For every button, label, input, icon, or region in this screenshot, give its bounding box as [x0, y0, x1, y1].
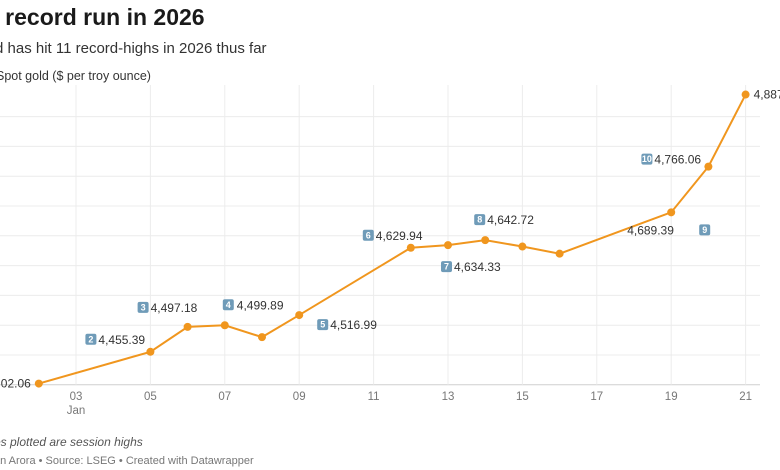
- record-badge: [441, 261, 452, 273]
- x-tick-label: 03: [70, 391, 83, 403]
- data-point: [146, 347, 155, 356]
- data-point: [183, 322, 192, 331]
- data-label: 4,455.39: [98, 333, 145, 347]
- series-line: [38, 94, 747, 385]
- chart-title: s record run in 2026: [0, 4, 205, 30]
- data-point: [704, 162, 713, 171]
- record-badge: [85, 333, 97, 345]
- record-badge-number: 9: [702, 225, 707, 235]
- data-label: 4,499.89: [237, 298, 284, 312]
- record-badge: [362, 229, 374, 241]
- record-badge-number: 8: [477, 215, 482, 225]
- data-point: [518, 242, 527, 251]
- x-tick-label: 17: [590, 391, 603, 403]
- data-point: [667, 208, 676, 217]
- x-tick-label: 13: [442, 391, 455, 403]
- record-badge-number: 7: [444, 262, 449, 272]
- record-badge-number: 4: [226, 300, 231, 310]
- data-label: 4,887: [754, 88, 780, 102]
- data-point: [34, 379, 43, 388]
- record-badge: [317, 319, 329, 331]
- chart-credit: an Arora • Source: LSEG • Created with D…: [0, 455, 254, 467]
- data-label: 4,516.99: [330, 318, 377, 332]
- x-tick-label: 09: [293, 391, 306, 403]
- data-label: 02.06: [1, 377, 31, 391]
- record-badge-number: 10: [642, 154, 652, 164]
- data-point: [555, 249, 564, 258]
- record-badge: [699, 224, 711, 236]
- data-label: 4,629.94: [376, 229, 423, 243]
- y-axis-label: Spot gold ($ per troy ounce): [0, 69, 151, 83]
- data-point: [295, 311, 304, 320]
- record-badge-number: 6: [366, 230, 371, 240]
- record-badge: [222, 299, 234, 311]
- data-label: 4,642.72: [487, 213, 534, 227]
- record-badge: [137, 301, 149, 313]
- data-point: [481, 236, 490, 245]
- record-badge: [474, 214, 486, 226]
- data-point: [741, 90, 750, 99]
- data-point: [258, 333, 266, 342]
- data-point: [444, 241, 452, 250]
- record-badge-number: 2: [88, 334, 93, 344]
- x-tick-label: 15: [516, 391, 529, 403]
- record-badge-number: 5: [320, 320, 325, 330]
- x-tick-label: 19: [665, 391, 678, 403]
- chart-note: es plotted are session highs: [0, 435, 143, 449]
- data-label: 4,634.33: [454, 260, 501, 274]
- data-point: [406, 243, 415, 252]
- data-point: [220, 321, 229, 330]
- data-label: 4,689.39: [627, 223, 674, 237]
- x-tick-label: 05: [144, 391, 157, 403]
- x-tick-label: 07: [218, 391, 231, 403]
- record-badge: [641, 153, 653, 165]
- x-tick-label: 11: [368, 391, 380, 403]
- chart-subtitle: d has hit 11 record-highs in 2026 thus f…: [0, 40, 267, 57]
- x-tick-sublabel: Jan: [67, 405, 86, 417]
- x-tick-label: 21: [739, 391, 752, 403]
- data-label: 4,497.18: [151, 301, 198, 315]
- record-badge-number: 3: [141, 302, 146, 312]
- data-label: 4,766.06: [654, 153, 701, 167]
